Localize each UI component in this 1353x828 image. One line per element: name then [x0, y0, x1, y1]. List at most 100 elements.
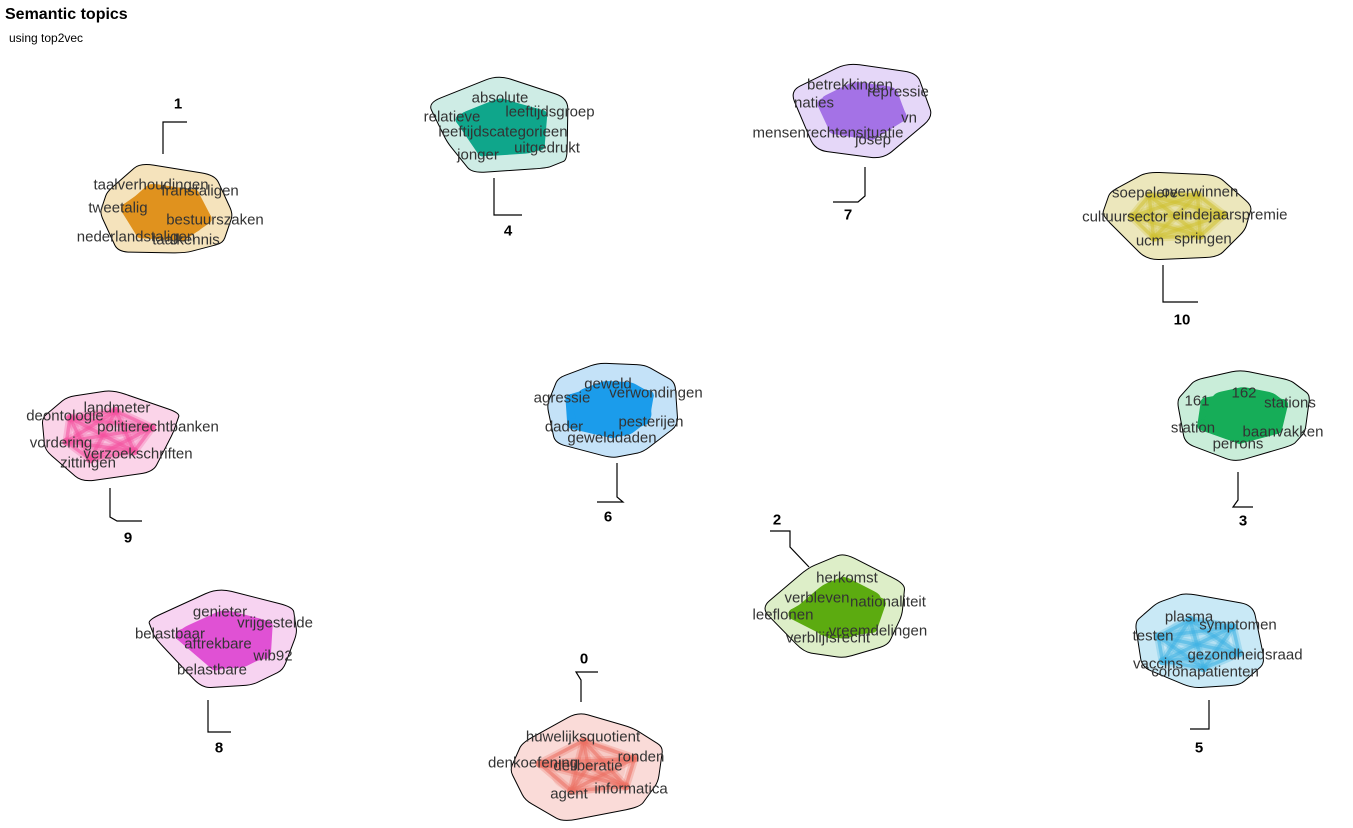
topic-word: verwondingen: [609, 385, 702, 402]
topic-label-connector: [162, 121, 187, 154]
topic-edge-line: [1156, 634, 1241, 656]
topic-blob-fill: [821, 82, 905, 139]
topic-word: betrekkingen: [807, 77, 893, 94]
topic-word: huwelijksquotient: [526, 729, 641, 746]
topic-word: stations: [1264, 395, 1316, 412]
topic-word: verblijfsrecht: [786, 630, 871, 647]
topic-word: belastbare: [177, 662, 247, 679]
topic-word: naties: [794, 95, 834, 112]
topic-edge-line: [1195, 192, 1226, 217]
topic-blob-core: [120, 183, 212, 241]
topic-label: 9: [124, 530, 132, 547]
topic-word: wib92: [252, 648, 292, 665]
topic-edge-line: [64, 425, 154, 444]
topic-word: perrons: [1213, 436, 1264, 453]
topic-word: leeflonen: [753, 607, 814, 624]
topic-edge-line: [68, 409, 118, 420]
topic-word: soepelere: [1112, 185, 1178, 202]
topic-edge-line: [1156, 634, 1206, 670]
topic-word: tweetalig: [88, 200, 147, 217]
topic-word: springen: [1174, 231, 1232, 248]
topic-word: station: [1171, 420, 1215, 437]
topic-label: 0: [580, 651, 588, 668]
topic-edge-line: [1160, 659, 1206, 670]
topic-edge-line: [1129, 193, 1151, 219]
topic-word: gezondheidsraad: [1187, 647, 1302, 664]
topic-word: ucm: [1136, 233, 1164, 250]
topic-cluster-0: huwelijksquotient denkoefeningdeliberatie…: [488, 651, 668, 821]
topic-blob-fill: [459, 98, 543, 156]
topic-label: 5: [1195, 740, 1203, 757]
topic-label: 3: [1239, 513, 1247, 530]
topic-edge-line: [1188, 618, 1235, 629]
topic-label-connector: [109, 488, 142, 522]
topic-word: dader: [545, 419, 583, 436]
topic-edge-line: [64, 439, 93, 462]
topic-label-connector: [833, 167, 866, 203]
topic-word: franstaligen: [161, 183, 239, 200]
topic-edge-line: [1151, 234, 1202, 240]
topic-word: vn: [901, 110, 917, 127]
topic-blob-core: [535, 736, 639, 796]
topic-word: bestuurszaken: [166, 212, 264, 229]
topic-edge-line: [1156, 625, 1235, 639]
topic-blob-core: [175, 610, 273, 671]
topic-word: vaccins: [1133, 656, 1183, 673]
topic-word: 161: [1184, 393, 1209, 410]
topic-edge-line: [1156, 618, 1192, 639]
topic-edge-line: [132, 425, 154, 454]
topic-word: agent: [550, 786, 588, 803]
topic-label: 2: [773, 512, 781, 529]
plot-title: Semantic topics: [5, 6, 128, 23]
topic-word: absolute: [472, 90, 529, 107]
topic-edge-line: [581, 738, 637, 761]
topic-word: genieter: [193, 604, 247, 621]
topic-edge-line: [569, 756, 637, 793]
topic-word: agressie: [534, 390, 591, 407]
topic-cluster-9: landmeterdeontologiepolitierechtbankenvo…: [26, 390, 219, 547]
topic-word: vrijgestelde: [237, 615, 313, 632]
topic-label: 7: [844, 207, 852, 224]
topic-word: verbleven: [784, 590, 849, 607]
topic-word: vordering: [30, 435, 93, 452]
topic-edge-line: [1129, 214, 1202, 238]
topic-label-connector: [1231, 472, 1253, 508]
topic-word: overwinnen: [1162, 184, 1239, 201]
topic-blob-core: [62, 406, 156, 464]
topic-word: verzoekschriften: [83, 446, 192, 463]
topic-blob-fill: [573, 381, 652, 438]
topic-word: aftrekbare: [184, 636, 252, 653]
topic-label-connector: [207, 700, 231, 733]
topic-edge-line: [1147, 192, 1200, 198]
topic-blob-fill: [126, 183, 206, 237]
topic-word: symptomen: [1199, 617, 1277, 634]
topic-word: pesterijen: [618, 414, 683, 431]
topic-edge-line: [1160, 651, 1241, 663]
topic-edge-line: [569, 764, 590, 793]
topic-blob-fill: [181, 610, 271, 669]
topic-label: 10: [1174, 312, 1191, 329]
topic-word: deliberatie: [553, 758, 622, 775]
topic-blob-fill: [1205, 387, 1285, 441]
topic-blob-core: [1154, 615, 1244, 673]
topic-label-connector: [1190, 700, 1210, 730]
topic-word: taalverhoudingen: [93, 177, 208, 194]
topic-word: cultuursector: [1082, 209, 1168, 226]
topic-word: leeftijdsgroep: [505, 104, 594, 121]
topic-edge-line: [537, 756, 637, 766]
topic-edge-line: [1198, 213, 1226, 238]
topic-edge-line: [88, 449, 137, 462]
topic-word: zittingen: [60, 455, 116, 472]
topic-word: testen: [1133, 628, 1174, 645]
topic-edge-line: [537, 738, 586, 766]
topic-label-connector: [493, 178, 522, 216]
topic-word: josep: [854, 132, 891, 149]
topic-edge-line: [1231, 625, 1241, 656]
topic-word: vreemdelingen: [829, 623, 927, 640]
topic-label-connector: [1162, 265, 1198, 303]
